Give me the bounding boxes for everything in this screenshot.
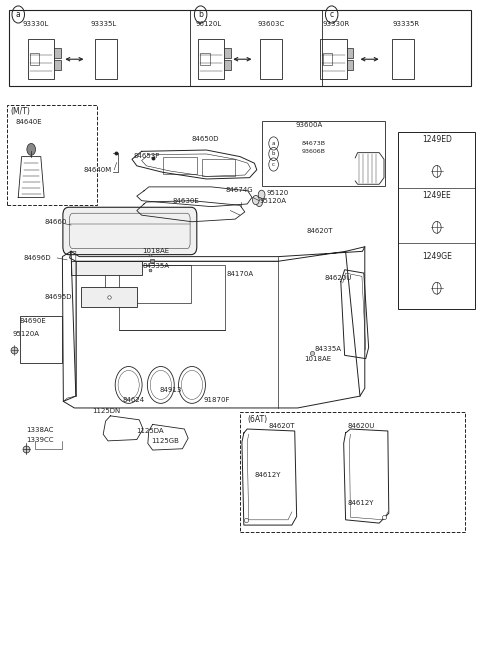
Bar — [9, 10, 471, 86]
Bar — [347, 48, 353, 58]
Text: (M/T): (M/T) — [11, 107, 30, 116]
Text: 1125DN: 1125DN — [92, 407, 120, 414]
Text: (6AT): (6AT) — [247, 415, 267, 424]
Text: 93335L: 93335L — [90, 20, 116, 27]
Text: c: c — [272, 162, 275, 167]
Circle shape — [27, 143, 36, 155]
Text: c: c — [330, 10, 334, 19]
Text: 84335A: 84335A — [314, 346, 341, 353]
Text: a: a — [16, 10, 21, 19]
Text: 84170A: 84170A — [227, 270, 254, 277]
Text: 1338AC: 1338AC — [26, 427, 54, 434]
Text: 1125DA: 1125DA — [136, 428, 164, 434]
Text: 91870F: 91870F — [204, 397, 230, 403]
Text: 1249GE: 1249GE — [422, 252, 452, 261]
Text: 84913: 84913 — [159, 386, 182, 393]
Bar — [119, 265, 225, 330]
Text: a: a — [272, 141, 276, 146]
Text: b: b — [272, 151, 276, 157]
Bar — [95, 39, 117, 79]
Bar — [54, 48, 60, 58]
Text: 1018AE: 1018AE — [304, 355, 332, 362]
FancyBboxPatch shape — [63, 207, 197, 255]
Bar — [323, 53, 332, 65]
Text: 95120: 95120 — [266, 190, 288, 197]
Text: 84335A: 84335A — [142, 263, 169, 270]
Bar — [202, 159, 235, 176]
Bar — [225, 61, 231, 70]
Bar — [163, 157, 197, 174]
Circle shape — [256, 197, 263, 207]
Bar — [105, 265, 191, 303]
Text: 84620T: 84620T — [306, 228, 333, 234]
Bar — [262, 121, 385, 186]
Text: 84620T: 84620T — [269, 423, 295, 430]
Bar — [28, 39, 54, 79]
Bar — [392, 39, 414, 79]
Text: 93335R: 93335R — [392, 20, 419, 27]
Bar — [54, 61, 60, 70]
Text: 95120A: 95120A — [12, 331, 39, 338]
Text: 1249EE: 1249EE — [422, 191, 451, 200]
Text: 84674G: 84674G — [226, 186, 253, 193]
Circle shape — [258, 190, 265, 199]
Text: 96120L: 96120L — [196, 20, 222, 27]
Text: 93330R: 93330R — [323, 20, 349, 27]
Text: 84630E: 84630E — [173, 197, 200, 204]
Bar — [347, 61, 353, 70]
Text: 84612Y: 84612Y — [348, 500, 374, 507]
Text: 84695D: 84695D — [44, 293, 72, 300]
Text: 84624: 84624 — [122, 397, 144, 403]
Bar — [20, 316, 62, 363]
Text: 1339CC: 1339CC — [26, 436, 54, 443]
Text: 84696D: 84696D — [24, 255, 52, 261]
Text: 1249ED: 1249ED — [422, 136, 452, 144]
Text: 93606B: 93606B — [301, 149, 325, 155]
Text: 84640M: 84640M — [83, 166, 111, 173]
Text: 93330L: 93330L — [23, 20, 49, 27]
Bar — [260, 39, 282, 79]
Text: b: b — [198, 10, 203, 19]
Text: 95120A: 95120A — [259, 198, 286, 205]
Text: 84620U: 84620U — [348, 423, 375, 430]
Bar — [7, 105, 97, 205]
Text: 84653P: 84653P — [133, 153, 160, 159]
Bar — [81, 287, 137, 307]
Text: 84673B: 84673B — [301, 141, 325, 146]
Bar — [321, 39, 347, 79]
Circle shape — [252, 195, 259, 205]
Text: 84660: 84660 — [44, 218, 67, 225]
Bar — [240, 412, 465, 532]
Bar — [30, 53, 39, 65]
Text: 84640E: 84640E — [15, 119, 42, 126]
Text: 1018AE: 1018AE — [142, 248, 169, 255]
Text: 1125GB: 1125GB — [151, 438, 179, 444]
Bar — [225, 48, 231, 58]
Bar — [198, 39, 225, 79]
Text: 93603C: 93603C — [258, 20, 285, 27]
Bar — [398, 132, 475, 309]
Bar — [71, 261, 142, 275]
Text: 84612Y: 84612Y — [254, 472, 281, 478]
Text: 84690E: 84690E — [19, 318, 46, 324]
Text: 93600A: 93600A — [295, 122, 323, 128]
Text: 84650D: 84650D — [191, 136, 218, 143]
Bar — [200, 53, 210, 65]
Text: 84620U: 84620U — [324, 275, 352, 282]
